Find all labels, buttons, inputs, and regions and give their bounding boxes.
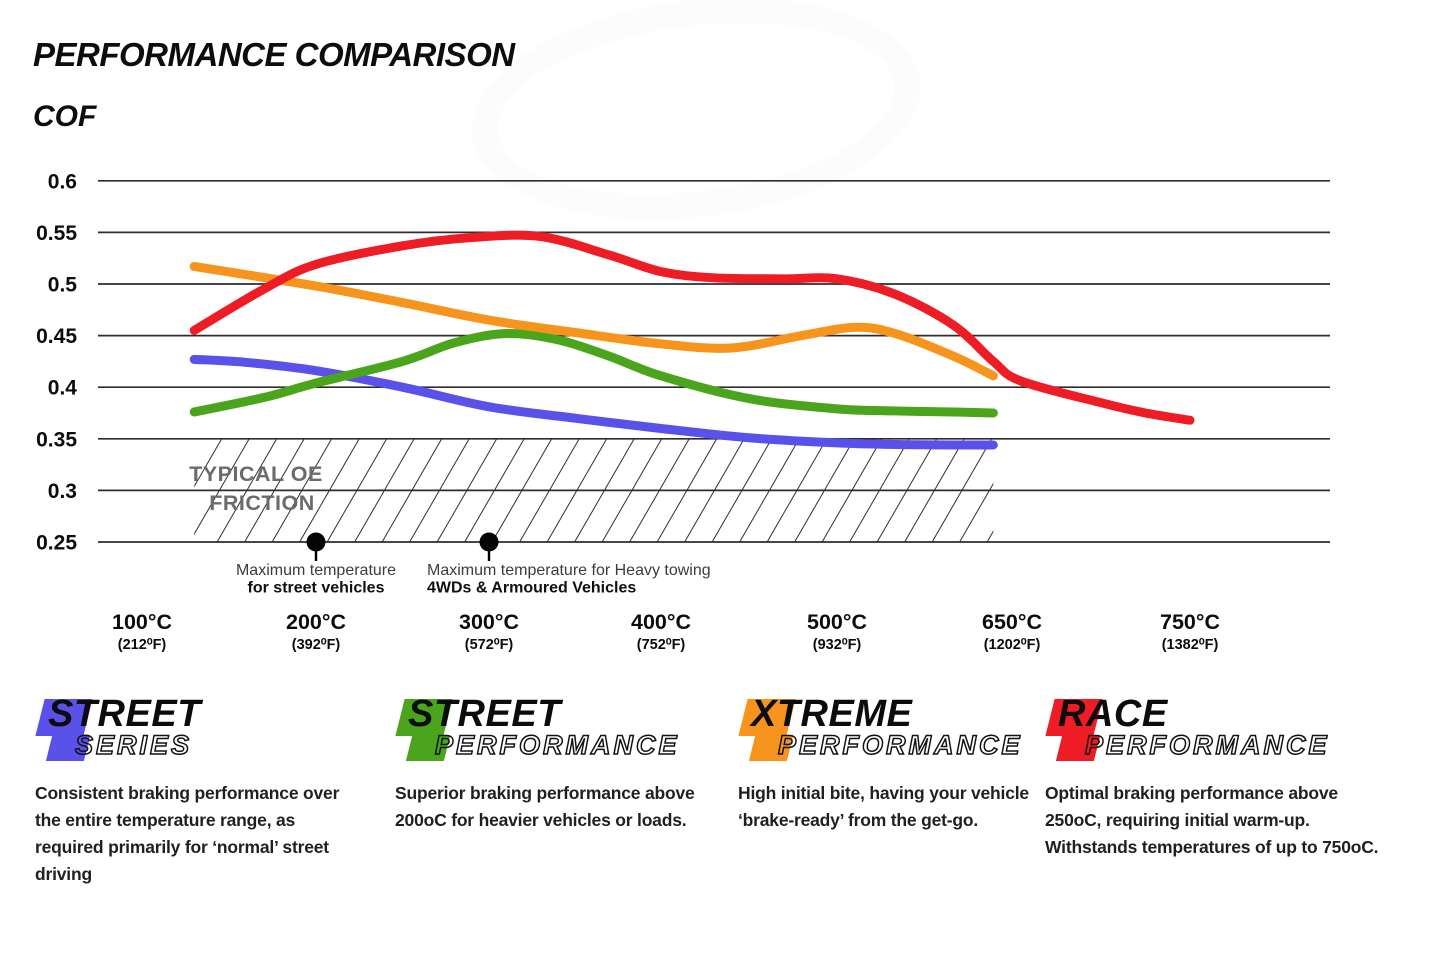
x-tick-fahrenheit: (1202⁰F) xyxy=(984,637,1041,653)
hatch-line xyxy=(519,438,580,542)
annotation-line1: Maximum temperature for Heavy towing xyxy=(427,562,711,579)
y-tick-label: 0.35 xyxy=(36,428,77,451)
hatch-line xyxy=(794,438,855,542)
logo-word-primary: RACE xyxy=(1058,693,1168,735)
series-line-street-series xyxy=(189,354,998,450)
y-axis-title: COF xyxy=(33,100,97,133)
hatch-line xyxy=(354,438,415,542)
hatch-line xyxy=(546,438,608,542)
hatch-line xyxy=(876,438,938,542)
x-tick-fahrenheit: (572⁰F) xyxy=(465,637,514,653)
legend-description: Superior braking performance above 200oC… xyxy=(395,783,695,830)
logo-word-secondary: PERFORMANCE xyxy=(434,730,680,760)
legend-description: High initial bite, having your vehicle ‘… xyxy=(738,783,1029,830)
y-tick-label: 0.45 xyxy=(36,325,77,348)
y-tick-label: 0.4 xyxy=(48,377,78,400)
hatch-line xyxy=(326,438,388,542)
hatch-line xyxy=(409,438,470,542)
hatch-line xyxy=(739,438,800,542)
annotation-line2: for street vehicles xyxy=(248,580,385,597)
series-line-xtreme-performance xyxy=(189,261,998,381)
legend-street-series: STREET SERIES Consistent braking perform… xyxy=(35,694,365,888)
y-tick-label: 0.3 xyxy=(48,480,77,503)
hatch-line xyxy=(381,438,443,542)
legend-xtreme-performance: XTREME PERFORMANCE High initial bite, ha… xyxy=(738,694,1068,834)
logo-word-secondary: PERFORMANCE xyxy=(777,730,1023,760)
y-tick-label: 0.6 xyxy=(48,170,77,193)
legend-race-performance: RACE PERFORMANCE Optimal braking perform… xyxy=(1045,694,1385,861)
street-series-logo: STREET SERIES xyxy=(35,694,365,772)
x-tick-celsius: 650°C xyxy=(982,610,1042,634)
logo-word-primary: STREET xyxy=(408,693,561,735)
hatch-line xyxy=(821,438,883,542)
logo-word-secondary: PERFORMANCE xyxy=(1084,730,1330,760)
x-tick-fahrenheit: (212⁰F) xyxy=(118,637,167,653)
annotation-line2: 4WDs & Armoured Vehicles xyxy=(427,580,636,597)
hatch-line xyxy=(491,438,553,542)
x-tick-celsius: 500°C xyxy=(807,610,867,634)
annotation-dot xyxy=(306,532,326,552)
legend-street-performance: STREET PERFORMANCE Superior braking perf… xyxy=(395,694,725,834)
hatch-line xyxy=(629,438,690,542)
performance-chart: 0.6 0.55 0.5 0.45 0.4 0.35 0.3 0.25 TYPICAL OE FR… xyxy=(36,170,1330,653)
logo-word-secondary: SERIES xyxy=(74,730,193,760)
hatch-line xyxy=(601,438,663,542)
oe-band-label-line2: FRICTION xyxy=(209,491,315,515)
hatch-line xyxy=(194,438,223,488)
hatch-line xyxy=(656,438,718,542)
hatch-line xyxy=(299,438,360,542)
x-tick-fahrenheit: (392⁰F) xyxy=(292,637,341,653)
hatch-line xyxy=(711,438,773,542)
legend-description: Consistent braking performance over the … xyxy=(35,783,340,884)
hatch-line xyxy=(464,438,525,542)
hatch-line xyxy=(194,438,250,536)
x-tick-celsius: 100°C xyxy=(112,610,172,634)
series-line-street-performance xyxy=(189,328,998,418)
hatch-line xyxy=(766,438,828,542)
x-tick-celsius: 200°C xyxy=(286,610,346,634)
street-performance-logo: STREET PERFORMANCE xyxy=(395,694,725,772)
hatch-line xyxy=(244,438,305,542)
logo-word-primary: XTREME xyxy=(751,693,913,735)
x-tick-celsius: 300°C xyxy=(459,610,519,634)
y-tick-label: 0.25 xyxy=(36,532,77,555)
annotation-line1: Maximum temperature xyxy=(236,562,396,579)
xtreme-performance-logo: XTREME PERFORMANCE xyxy=(738,694,1068,772)
x-tick-celsius: 750°C xyxy=(1160,610,1220,634)
hatch-line xyxy=(931,438,993,542)
logo-word-primary: STREET xyxy=(48,693,201,735)
hatch-line xyxy=(904,438,965,542)
page-title: PERFORMANCE COMPARISON xyxy=(33,36,515,73)
race-performance-logo: RACE PERFORMANCE xyxy=(1045,694,1385,772)
x-tick-fahrenheit: (1382⁰F) xyxy=(1162,637,1219,653)
hatch-line xyxy=(849,438,910,542)
hatch-line xyxy=(574,438,635,542)
x-tick-fahrenheit: (752⁰F) xyxy=(637,637,686,653)
legend-description: Optimal braking performance above 250oC,… xyxy=(1045,783,1379,857)
hatch-line xyxy=(959,482,994,542)
y-tick-label: 0.55 xyxy=(36,222,77,245)
hatch-line xyxy=(271,438,333,542)
y-tick-label: 0.5 xyxy=(48,274,78,297)
oe-band-label-line1: TYPICAL OE xyxy=(189,462,323,486)
hatch-line xyxy=(436,438,498,542)
series-line-race-performance xyxy=(189,230,1195,425)
typical-oe-friction-band xyxy=(194,438,994,542)
annotation-dot xyxy=(479,532,499,552)
x-tick-celsius: 400°C xyxy=(631,610,691,634)
hatch-line xyxy=(684,438,745,542)
hatch-line xyxy=(216,438,278,542)
x-tick-fahrenheit: (932⁰F) xyxy=(813,637,862,653)
